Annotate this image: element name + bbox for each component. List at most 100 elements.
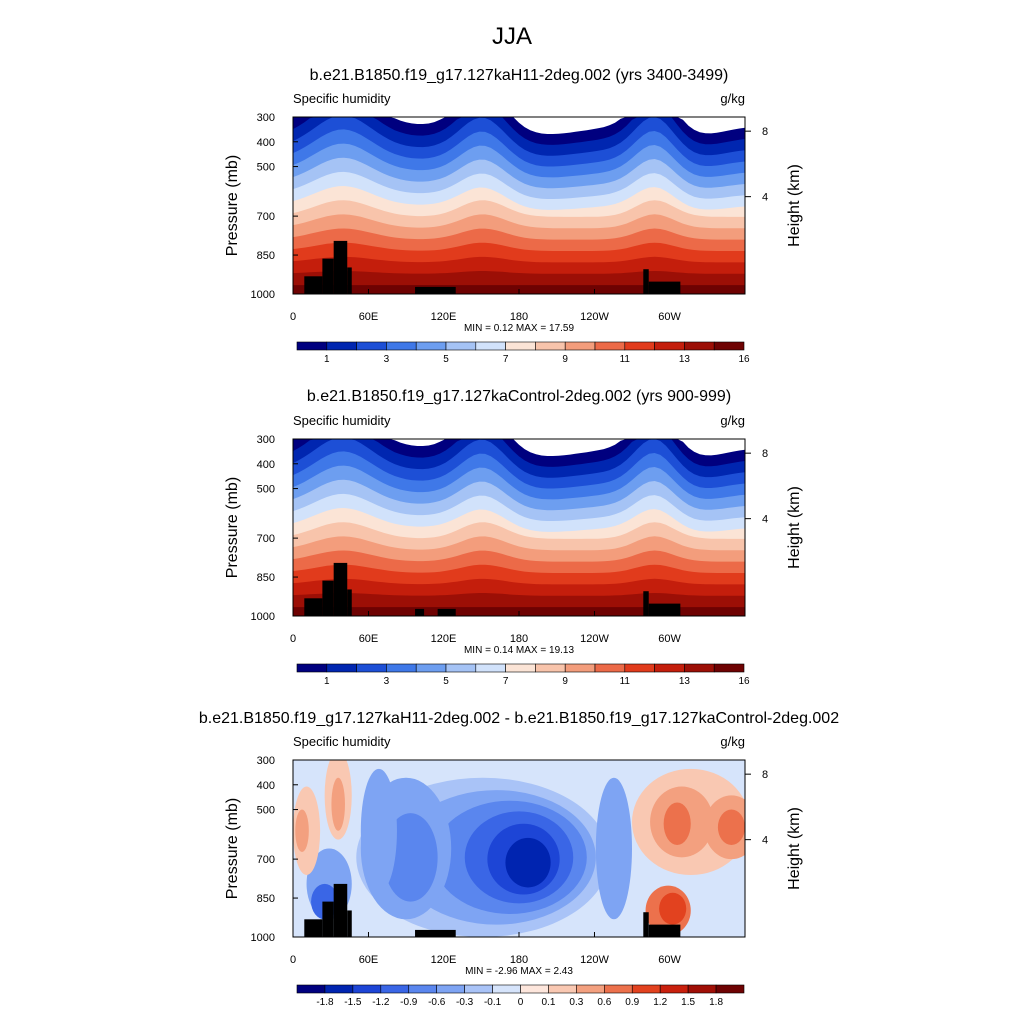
xtick-label: 120E	[431, 633, 457, 645]
panel-3: b.e21.B1850.f19_g17.127kaH11-2deg.002 - …	[199, 710, 839, 1008]
orography-block-1-5	[437, 608, 456, 616]
colorbar-swatch	[445, 341, 477, 351]
ytick-label: 500	[257, 484, 275, 496]
contour-blob-2-18	[659, 892, 687, 925]
orography-block-1-7	[648, 603, 681, 616]
xtick-label: 0	[290, 633, 296, 645]
colorbar-label: -1.2	[372, 997, 390, 1008]
orography-block-0-5	[643, 269, 649, 294]
orography-block-0-1	[322, 258, 334, 294]
panel-title: b.e21.B1850.f19_g17.127kaH11-2deg.002 (y…	[310, 67, 729, 84]
units-label: g/kg	[720, 413, 745, 428]
colorbar-label: 7	[503, 676, 509, 687]
colorbar-swatch	[520, 984, 549, 994]
xtick-label: 60E	[359, 311, 379, 323]
colorbar-label: -1.8	[316, 997, 334, 1008]
field-2	[293, 439, 745, 616]
units-label: g/kg	[720, 734, 745, 749]
ytick-label: 300	[257, 755, 275, 767]
ytick-label: 700	[257, 854, 275, 866]
orography-block-2-5	[643, 912, 649, 937]
colorbar-label: 1.8	[709, 997, 723, 1008]
colorbar-label: 1.5	[681, 997, 695, 1008]
min-max-stats: MIN = 0.14 MAX = 19.13	[464, 645, 574, 656]
colorbar-label: -0.3	[456, 997, 474, 1008]
colorbar-swatch	[505, 663, 536, 673]
colorbar-swatch	[604, 984, 633, 994]
colorbar-swatch	[386, 341, 417, 351]
colorbar-label: 0.1	[541, 997, 555, 1008]
field-1	[293, 117, 745, 294]
ytick-label: 850	[257, 572, 275, 584]
colorbar-label: 0.6	[597, 997, 611, 1008]
panel-1: b.e21.B1850.f19_g17.127kaH11-2deg.002 (y…	[224, 67, 803, 365]
colorbar-swatch	[548, 984, 577, 994]
colorbar-label: -0.6	[428, 997, 446, 1008]
colorbar-label: 1	[324, 676, 330, 687]
ytick-right-label: 8	[762, 126, 768, 138]
colorbar-swatch	[684, 663, 715, 673]
colorbar-swatch	[415, 663, 447, 673]
xtick-label: 120W	[580, 954, 609, 966]
ylabel-right: Height (km)	[786, 807, 803, 890]
colorbar-label: 5	[443, 354, 449, 365]
colorbar-swatch	[326, 341, 357, 351]
ytick-label: 400	[257, 459, 275, 471]
ytick-label: 1000	[251, 611, 275, 623]
ytick-label: 400	[257, 137, 275, 149]
colorbar-swatch	[464, 984, 493, 994]
xtick-label: 0	[290, 311, 296, 323]
orography-block-2-6	[648, 924, 681, 937]
ytick-label: 300	[257, 112, 275, 124]
colorbar-swatch	[356, 341, 387, 351]
colorbar-swatch	[594, 663, 626, 673]
ytick-label: 1000	[251, 932, 275, 944]
xtick-label: 120W	[580, 311, 609, 323]
colorbar-label: 1.2	[653, 997, 667, 1008]
colorbar-label: 0	[518, 997, 524, 1008]
contour-blob-2-22	[331, 777, 345, 831]
colorbar-label: 13	[679, 676, 691, 687]
colorbar-label: 11	[620, 354, 631, 365]
xtick-label: 180	[510, 311, 528, 323]
colorbar-swatch	[576, 984, 605, 994]
colorbar-label: 1	[324, 354, 330, 365]
xtick-label: 120E	[431, 311, 457, 323]
xtick-label: 0	[290, 954, 296, 966]
colorbar-swatch	[326, 663, 357, 673]
colorbar-swatch	[475, 663, 506, 673]
colorbar-swatch	[296, 341, 328, 351]
colorbar-swatch	[535, 341, 566, 351]
colorbar-swatch	[386, 663, 417, 673]
colorbar-label: 3	[384, 354, 390, 365]
colorbar-label: 7	[503, 354, 509, 365]
colorbar-swatch	[624, 663, 655, 673]
ytick-label: 700	[257, 533, 275, 545]
colorbar-swatch	[594, 341, 626, 351]
xtick-label: 180	[510, 633, 528, 645]
colorbar-label: 3	[384, 676, 390, 687]
colorbar-swatch	[564, 341, 596, 351]
orography-block-2-2	[333, 883, 348, 937]
colorbar-swatch	[713, 341, 745, 351]
ytick-right-label: 4	[762, 192, 768, 204]
ylabel: Pressure (mb)	[224, 477, 241, 578]
min-max-stats: MIN = 0.12 MAX = 17.59	[464, 323, 574, 334]
panel-2: b.e21.B1850.f19_g17.127kaControl-2deg.00…	[224, 388, 803, 687]
xtick-label: 60W	[658, 311, 681, 323]
ytick-label: 700	[257, 211, 275, 223]
figure-title: JJA	[492, 23, 532, 50]
colorbar-label: 9	[562, 676, 568, 687]
panel-title: b.e21.B1850.f19_g17.127kaControl-2deg.00…	[307, 388, 731, 405]
ytick-label: 850	[257, 250, 275, 262]
ytick-right-label: 8	[762, 769, 768, 781]
contour-blob-2-5	[505, 837, 551, 888]
ytick-label: 1000	[251, 289, 275, 301]
colorbar-swatch	[324, 984, 354, 994]
ylabel: Pressure (mb)	[224, 798, 241, 899]
min-max-stats: MIN = -2.96 MAX = 2.43	[465, 966, 573, 977]
contour-blob-2-20	[295, 809, 309, 853]
colorbar-swatch	[415, 341, 447, 351]
orography-block-0-6	[648, 281, 681, 294]
